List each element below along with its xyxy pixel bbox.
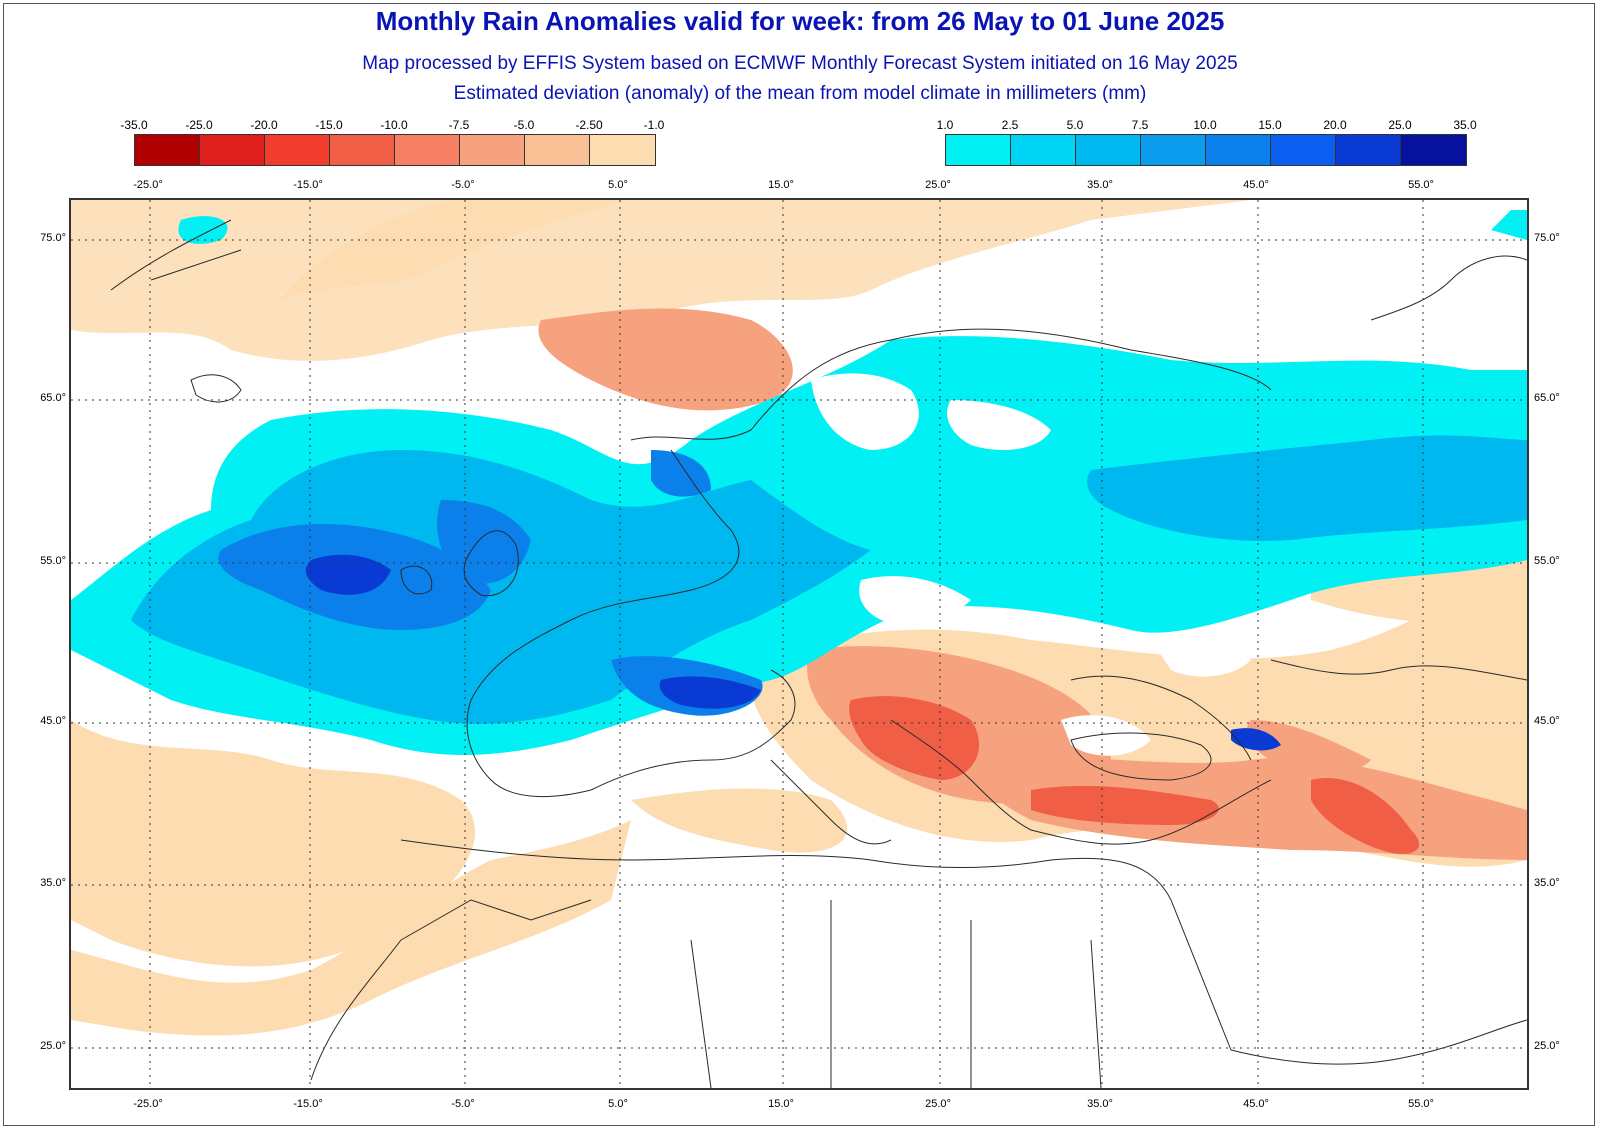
figure-frame xyxy=(3,3,1595,1126)
axis-tick-label: -5.0° xyxy=(451,1098,475,1110)
axis-tick-label: 65.0° xyxy=(1534,392,1560,404)
axis-tick-label: 55.0° xyxy=(1408,179,1434,191)
legend-tick-label: -15.0 xyxy=(315,118,343,132)
legend-swatch xyxy=(1076,135,1141,165)
coastlines xyxy=(110,219,1527,1088)
legend-swatch xyxy=(200,135,265,165)
legend-tick-label: -25.0 xyxy=(185,118,213,132)
legend-swatch xyxy=(946,135,1011,165)
legend-negative-anomaly xyxy=(134,134,656,166)
legend-tick-label: 7.5 xyxy=(1131,118,1149,132)
axis-tick-label: 15.0° xyxy=(768,179,794,191)
axis-tick-label: 55.0° xyxy=(1534,555,1560,567)
legend-tick-label: 10.0 xyxy=(1193,118,1217,132)
legend-tick-label: 5.0 xyxy=(1066,118,1084,132)
axis-tick-label: 55.0° xyxy=(1408,1098,1434,1110)
legend-tick-label: -20.0 xyxy=(250,118,278,132)
axis-tick-label: 35.0° xyxy=(40,877,66,889)
legend-swatch xyxy=(395,135,460,165)
map-subtitle-processing: Map processed by EFFIS System based on E… xyxy=(362,53,1238,74)
map-title: Monthly Rain Anomalies valid for week: f… xyxy=(375,6,1225,36)
neutral-areas xyxy=(811,373,1251,756)
legend-swatch xyxy=(265,135,330,165)
anomaly-map-svg xyxy=(71,200,1527,1088)
axis-tick-label: 35.0° xyxy=(1087,179,1113,191)
map-subtitle-units: Estimated deviation (anomaly) of the mea… xyxy=(453,83,1147,104)
axis-tick-label: 35.0° xyxy=(1087,1098,1113,1110)
legend-swatch xyxy=(460,135,525,165)
axis-tick-label: -25.0° xyxy=(133,179,163,191)
legend-swatch xyxy=(1271,135,1336,165)
axis-tick-label: 75.0° xyxy=(40,232,66,244)
legend-tick-label: -10.0 xyxy=(380,118,408,132)
axis-tick-label: 55.0° xyxy=(40,555,66,567)
legend-swatch xyxy=(1011,135,1076,165)
axis-tick-label: -25.0° xyxy=(133,1098,163,1110)
legend-tick-label: 1.0 xyxy=(936,118,954,132)
axis-tick-label: 25.0° xyxy=(40,1040,66,1052)
legend-swatch xyxy=(1206,135,1271,165)
legend-tick-label: -5.0 xyxy=(513,118,535,132)
axis-tick-label: 5.0° xyxy=(608,1098,628,1110)
axis-tick-label: 45.0° xyxy=(1243,1098,1269,1110)
wet-very-strong-areas xyxy=(305,554,1281,751)
axis-tick-label: 25.0° xyxy=(1534,1040,1560,1052)
legend-swatch xyxy=(330,135,395,165)
legend-tick-label: -2.50 xyxy=(575,118,603,132)
legend-tick-label: 2.5 xyxy=(1001,118,1019,132)
axis-tick-label: 25.0° xyxy=(925,1098,951,1110)
legend-tick-label: -1.0 xyxy=(643,118,665,132)
legend-tick-label: 15.0 xyxy=(1258,118,1282,132)
wet-mid-areas xyxy=(131,435,1527,724)
legend-positive-anomaly xyxy=(945,134,1467,166)
legend-tick-label: 35.0 xyxy=(1453,118,1477,132)
legend-swatch xyxy=(1141,135,1206,165)
axis-tick-label: -5.0° xyxy=(451,179,475,191)
legend-tick-label: 20.0 xyxy=(1323,118,1347,132)
legend-swatch xyxy=(525,135,590,165)
axis-tick-label: 65.0° xyxy=(40,392,66,404)
anomaly-map xyxy=(69,198,1529,1090)
legend-tick-label: -35.0 xyxy=(120,118,148,132)
axis-tick-label: 15.0° xyxy=(768,1098,794,1110)
graticule xyxy=(71,200,1527,1088)
axis-tick-label: 5.0° xyxy=(608,179,628,191)
axis-tick-label: -15.0° xyxy=(293,179,323,191)
axis-tick-label: 45.0° xyxy=(1243,179,1269,191)
legend-tick-label: 25.0 xyxy=(1388,118,1412,132)
legend-swatch xyxy=(1401,135,1466,165)
axis-tick-label: 45.0° xyxy=(1534,715,1560,727)
legend-tick-label: -7.5 xyxy=(448,118,470,132)
axis-tick-label: 75.0° xyxy=(1534,232,1560,244)
axis-tick-label: -15.0° xyxy=(293,1098,323,1110)
axis-tick-label: 35.0° xyxy=(1534,877,1560,889)
legend-swatch xyxy=(590,135,655,165)
legend-swatch xyxy=(135,135,200,165)
axis-tick-label: 25.0° xyxy=(925,179,951,191)
axis-tick-label: 45.0° xyxy=(40,715,66,727)
legend-swatch xyxy=(1336,135,1401,165)
